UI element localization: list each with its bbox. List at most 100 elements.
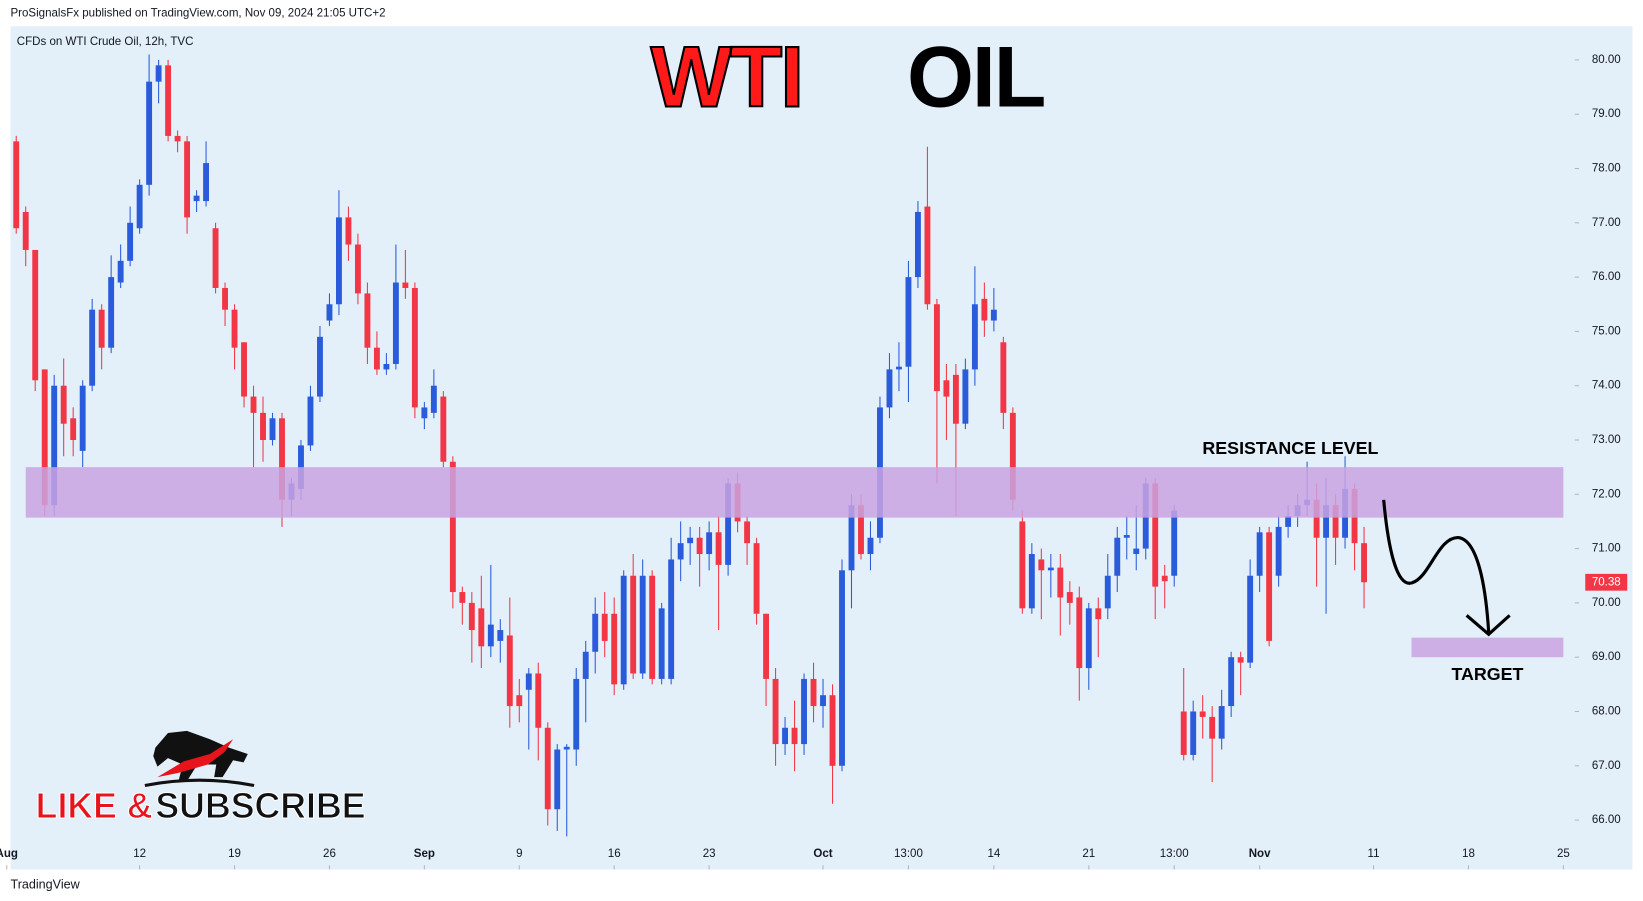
y-tick-label: 71.00 <box>1592 543 1621 555</box>
symbol: CFDs on WTI Crude Oil, 12h, TVC <box>17 36 194 48</box>
candle-body <box>383 363 390 370</box>
projection-arrow <box>1382 499 1491 633</box>
candle-body <box>1161 575 1168 582</box>
overlay: RESISTANCE LEVEL TARGET <box>25 438 1564 684</box>
last-price-label: 70.38 <box>1592 576 1621 588</box>
bull-swoosh <box>157 739 234 778</box>
candle-body <box>820 695 826 707</box>
y-tick-label: 79.00 <box>1592 108 1621 120</box>
y-tick-label: 76.00 <box>1592 271 1621 283</box>
candle-body <box>801 678 807 745</box>
candle-body <box>601 613 608 641</box>
candle-body <box>668 559 675 679</box>
candle-body <box>354 244 361 294</box>
candle-body <box>933 304 940 392</box>
candle-body <box>649 575 656 679</box>
candle-body <box>402 282 409 288</box>
candle-body <box>592 613 599 652</box>
candle-body <box>1171 510 1178 576</box>
candle-body <box>165 65 172 136</box>
candle-body <box>117 260 124 283</box>
candle-body <box>487 624 494 647</box>
candle-body <box>867 537 874 555</box>
y-tick-label: 72.00 <box>1592 488 1621 500</box>
zone-label: RESISTANCE LEVEL <box>1202 438 1378 458</box>
candle-body <box>468 602 475 631</box>
y-tick-label: 74.00 <box>1592 380 1621 392</box>
candle-body <box>1275 526 1282 576</box>
candle-body <box>1209 716 1216 739</box>
candle-body <box>478 608 485 647</box>
candle-body <box>260 412 266 441</box>
candle-body <box>41 369 48 506</box>
candle-body <box>905 277 912 367</box>
cta-part: SUBSCRIBE <box>155 786 365 826</box>
x-tick-label: 13:00 <box>1160 848 1189 860</box>
candle-body <box>696 537 703 555</box>
candle-body <box>184 141 191 218</box>
candle-body <box>392 282 399 364</box>
candle-body <box>51 385 58 506</box>
candle-body <box>1028 554 1035 609</box>
candle-body <box>13 141 20 229</box>
x-tick-label: 26 <box>323 848 336 860</box>
candle-body <box>317 336 323 397</box>
candle-body <box>70 418 77 441</box>
candle-body <box>1000 342 1007 413</box>
x-tick-label: 12 <box>133 848 146 860</box>
candle-body <box>193 195 200 202</box>
y-tick-label: 75.00 <box>1592 325 1621 337</box>
y-tick-label: 80.00 <box>1592 54 1621 66</box>
candle-body <box>952 374 959 424</box>
candle-body <box>1066 592 1073 603</box>
candle-body <box>772 678 779 745</box>
candle-body <box>706 532 713 555</box>
candle-body <box>1218 706 1225 739</box>
cta-part: LIKE & <box>36 786 153 826</box>
candle-body <box>981 298 988 321</box>
candle-body <box>896 366 902 370</box>
bull-shape <box>153 730 248 782</box>
candle-body <box>421 407 428 419</box>
candle-body <box>1019 521 1026 609</box>
candle-body <box>886 369 893 408</box>
candle-body <box>677 543 684 560</box>
candle-body <box>1313 499 1320 538</box>
candle-body <box>506 635 513 707</box>
x-tick-label: Sep <box>414 848 435 860</box>
candle-body <box>962 369 969 424</box>
candle-body <box>1190 711 1197 755</box>
candle-body <box>639 575 646 674</box>
zone-label: TARGET <box>1451 664 1523 684</box>
candle-body <box>1038 559 1045 571</box>
candle-body <box>241 342 247 397</box>
y-tick-label: 66.00 <box>1592 814 1621 826</box>
candle-body <box>620 575 627 685</box>
candle-body <box>60 385 67 424</box>
candle-body <box>725 483 732 565</box>
candle-body <box>155 65 162 82</box>
candle-body <box>1123 535 1130 538</box>
candle-body <box>516 695 523 707</box>
candle-body <box>1247 575 1254 663</box>
candle-body <box>943 380 950 397</box>
x-tick-label: 18 <box>1462 848 1475 860</box>
candle-body <box>373 347 380 370</box>
candle-body <box>535 673 542 728</box>
candle-body <box>582 651 589 679</box>
candle-body <box>829 695 836 766</box>
x-tick-label: Nov <box>1249 848 1271 860</box>
candle-body <box>1256 532 1263 576</box>
candle-body <box>1332 505 1339 538</box>
candle-body <box>449 461 456 593</box>
candle-body <box>269 418 276 441</box>
candle-body <box>525 673 532 690</box>
candle-body <box>763 613 770 679</box>
candle-body <box>753 543 760 614</box>
candle-body <box>1095 608 1102 620</box>
candle-body <box>174 135 181 142</box>
candle-body <box>222 287 228 310</box>
candle-body <box>810 678 817 707</box>
zone <box>1411 637 1564 658</box>
